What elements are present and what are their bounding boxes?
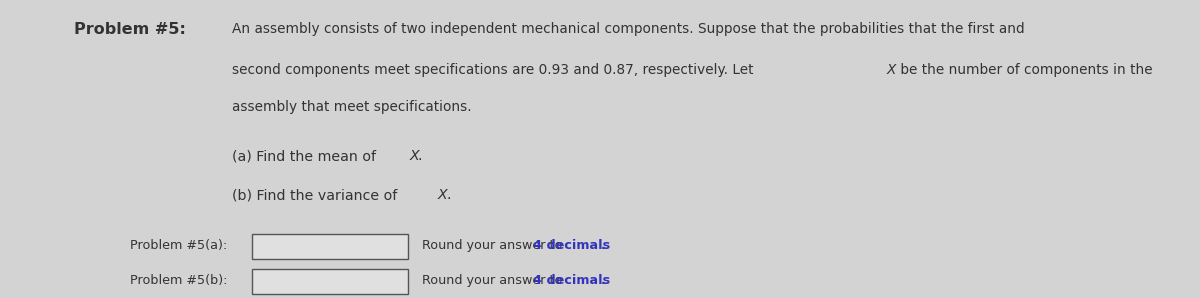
Text: second components meet specifications are 0.93 and 0.87, respectively. Let: second components meet specifications ar… [232,63,757,77]
Text: assembly that meet specifications.: assembly that meet specifications. [232,100,472,114]
Text: be the number of components in the: be the number of components in the [896,63,1153,77]
FancyBboxPatch shape [252,269,408,294]
Text: (a) Find the mean of: (a) Find the mean of [232,149,380,163]
Text: Round your answer to: Round your answer to [422,274,566,287]
Text: Problem #5(a):: Problem #5(a): [130,239,227,252]
Text: .: . [601,239,606,252]
FancyBboxPatch shape [252,234,408,259]
Text: .: . [418,149,422,163]
Text: 4 decimals: 4 decimals [533,274,610,287]
Text: X: X [409,149,419,163]
Text: .: . [601,274,606,287]
Text: Problem #5(b):: Problem #5(b): [130,274,227,287]
Text: An assembly consists of two independent mechanical components. Suppose that the : An assembly consists of two independent … [232,22,1025,36]
Text: .: . [446,188,451,202]
Text: X: X [438,188,448,202]
Text: Problem #5:: Problem #5: [74,22,186,37]
Text: Round your answer to: Round your answer to [422,239,566,252]
Text: X: X [887,63,896,77]
Text: (b) Find the variance of: (b) Find the variance of [232,188,401,202]
Text: 4 decimals: 4 decimals [533,239,610,252]
